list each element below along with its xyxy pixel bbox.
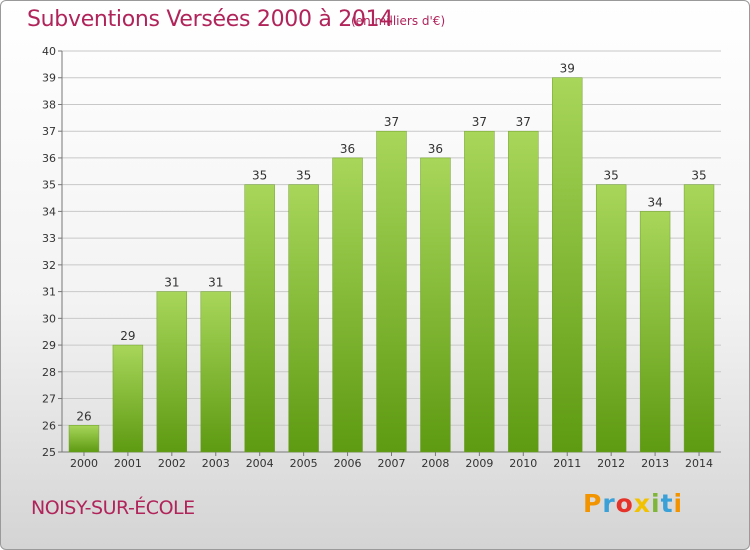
bar [595, 184, 627, 453]
y-tick-label: 36 [42, 152, 56, 165]
x-tick-label: 2005 [290, 457, 318, 470]
logo-letter: t [660, 489, 674, 518]
data-label: 34 [647, 195, 662, 209]
x-tick-label: 2012 [597, 457, 625, 470]
y-tick-label: 30 [42, 312, 56, 325]
data-label: 37 [472, 115, 487, 129]
proxiti-logo: Proxiti [583, 489, 683, 518]
bar [332, 157, 363, 453]
data-labels: 26 29 31 31 35 35 36 37 36 37 37 39 35 34 35 [76, 62, 706, 424]
x-tick-label: 2003 [202, 457, 230, 470]
logo-letter: P [583, 489, 603, 518]
bar [68, 425, 100, 453]
y-tick-label: 31 [42, 286, 56, 299]
y-tick-label: 32 [42, 259, 56, 272]
logo-letter: i [673, 489, 684, 518]
logo-letter: x [633, 489, 651, 518]
bar [464, 130, 495, 453]
y-tick-label: 37 [42, 125, 56, 138]
logo-letter: o [615, 489, 634, 518]
y-tick-label: 25 [42, 446, 56, 459]
x-tick-label: 2004 [246, 457, 274, 470]
bar [552, 77, 583, 453]
data-label: 35 [252, 169, 267, 183]
x-tick-label: 2006 [334, 457, 362, 470]
bar [112, 344, 144, 453]
bar [200, 291, 231, 453]
logo-letter: i [651, 489, 661, 518]
y-tick-label: 33 [42, 232, 56, 245]
x-tick-label: 2001 [114, 457, 142, 470]
x-tick-label: 2009 [465, 457, 493, 470]
x-tick-label: 2000 [70, 457, 98, 470]
data-label: 36 [428, 142, 443, 156]
data-label: 35 [296, 169, 311, 183]
y-tick-label: 35 [42, 179, 56, 192]
bar [288, 184, 319, 453]
x-tick-label: 2008 [421, 457, 449, 470]
bar [508, 130, 539, 453]
data-label: 26 [76, 409, 91, 423]
y-tick-label: 26 [42, 419, 56, 432]
y-tick-label: 27 [42, 393, 56, 406]
unit-note: (en milliers d'€) [351, 14, 446, 28]
logo-letter: r [602, 489, 616, 518]
place-name: NOISY-SUR-ÉCOLE [31, 497, 195, 519]
y-tick-label: 39 [42, 72, 56, 85]
x-tick-label: 2011 [553, 457, 581, 470]
x-tick-label: 2014 [685, 457, 713, 470]
x-tick-label: 2010 [509, 457, 537, 470]
y-tick-label: 28 [42, 366, 56, 379]
bar [639, 211, 671, 453]
data-label: 35 [691, 169, 706, 183]
data-label: 39 [560, 62, 575, 76]
bar [420, 157, 451, 453]
data-label: 36 [340, 142, 355, 156]
data-label: 35 [604, 169, 619, 183]
data-label: 37 [516, 115, 531, 129]
bar [156, 291, 188, 453]
x-tick-label: 2002 [158, 457, 186, 470]
y-tick-label: 38 [42, 98, 56, 111]
data-label: 31 [208, 276, 223, 290]
bar [376, 130, 407, 453]
chart-title: Subventions Versées 2000 à 2014 [27, 7, 394, 32]
x-tick-label: 2007 [378, 457, 406, 470]
data-label: 37 [384, 115, 399, 129]
x-tick-label: 2013 [641, 457, 669, 470]
y-tick-label: 29 [42, 339, 56, 352]
bars [68, 77, 715, 453]
bar [244, 184, 275, 453]
y-tick-label: 34 [42, 205, 56, 218]
data-label: 29 [120, 329, 135, 343]
bar [683, 184, 715, 453]
y-tick-label: 40 [42, 45, 56, 58]
data-label: 31 [164, 276, 179, 290]
